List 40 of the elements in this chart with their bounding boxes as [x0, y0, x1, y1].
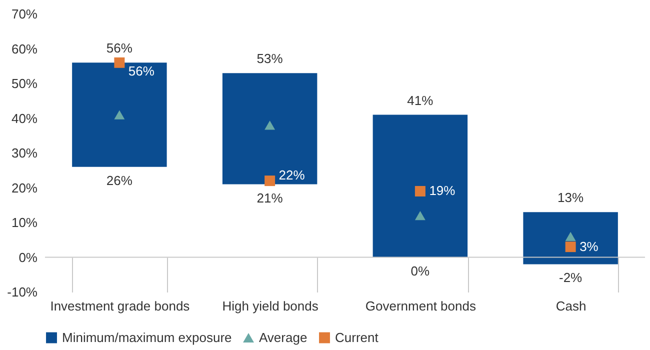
- point: [264, 176, 276, 186]
- bar: [222, 73, 318, 184]
- annotation: 21%: [256, 190, 284, 206]
- point: [414, 211, 426, 220]
- bar: [523, 212, 618, 264]
- point: [114, 110, 125, 120]
- y-tick-label: 30%: [11, 146, 38, 160]
- y-tick-label: 20%: [11, 180, 38, 196]
- legend-label: Average: [259, 330, 308, 345]
- data-label: 19%: [429, 183, 456, 198]
- annotation: -2%: [559, 270, 583, 286]
- x-tick-label: High yield bonds: [222, 298, 319, 314]
- x-tick-label: Cash: [556, 298, 586, 314]
- data-label: 13%: [558, 190, 584, 206]
- y-tick-label: 50%: [11, 76, 38, 91]
- point: [264, 120, 276, 130]
- point: [114, 57, 125, 68]
- y-tick-label: 60%: [11, 41, 38, 56]
- y-tick-label: 40%: [11, 110, 38, 126]
- y-tick-label: 70%: [11, 6, 38, 22]
- data-label: 41%: [407, 92, 434, 108]
- bar: [72, 62, 167, 167]
- data-label: 22%: [278, 167, 306, 182]
- data-label: 3%: [580, 238, 599, 254]
- point: [414, 186, 426, 196]
- annotation: 26%: [106, 172, 133, 188]
- annotation: 0%: [410, 263, 430, 278]
- bar: [372, 114, 468, 258]
- x-tick-label: Investment grade bonds: [50, 298, 190, 314]
- legend-label: Minimum/maximum exposure: [62, 330, 232, 345]
- point: [565, 232, 576, 241]
- point: [565, 242, 576, 252]
- y-tick-label: -10%: [7, 284, 38, 300]
- y-tick-label: 10%: [11, 215, 38, 230]
- data-label: 56%: [128, 64, 155, 79]
- legend-label: Current: [335, 330, 379, 345]
- data-label: 56%: [106, 40, 133, 56]
- y-tick-label: 0%: [18, 250, 38, 265]
- x-tick-label: Government bonds: [365, 298, 476, 314]
- data-label: 53%: [256, 51, 284, 66]
